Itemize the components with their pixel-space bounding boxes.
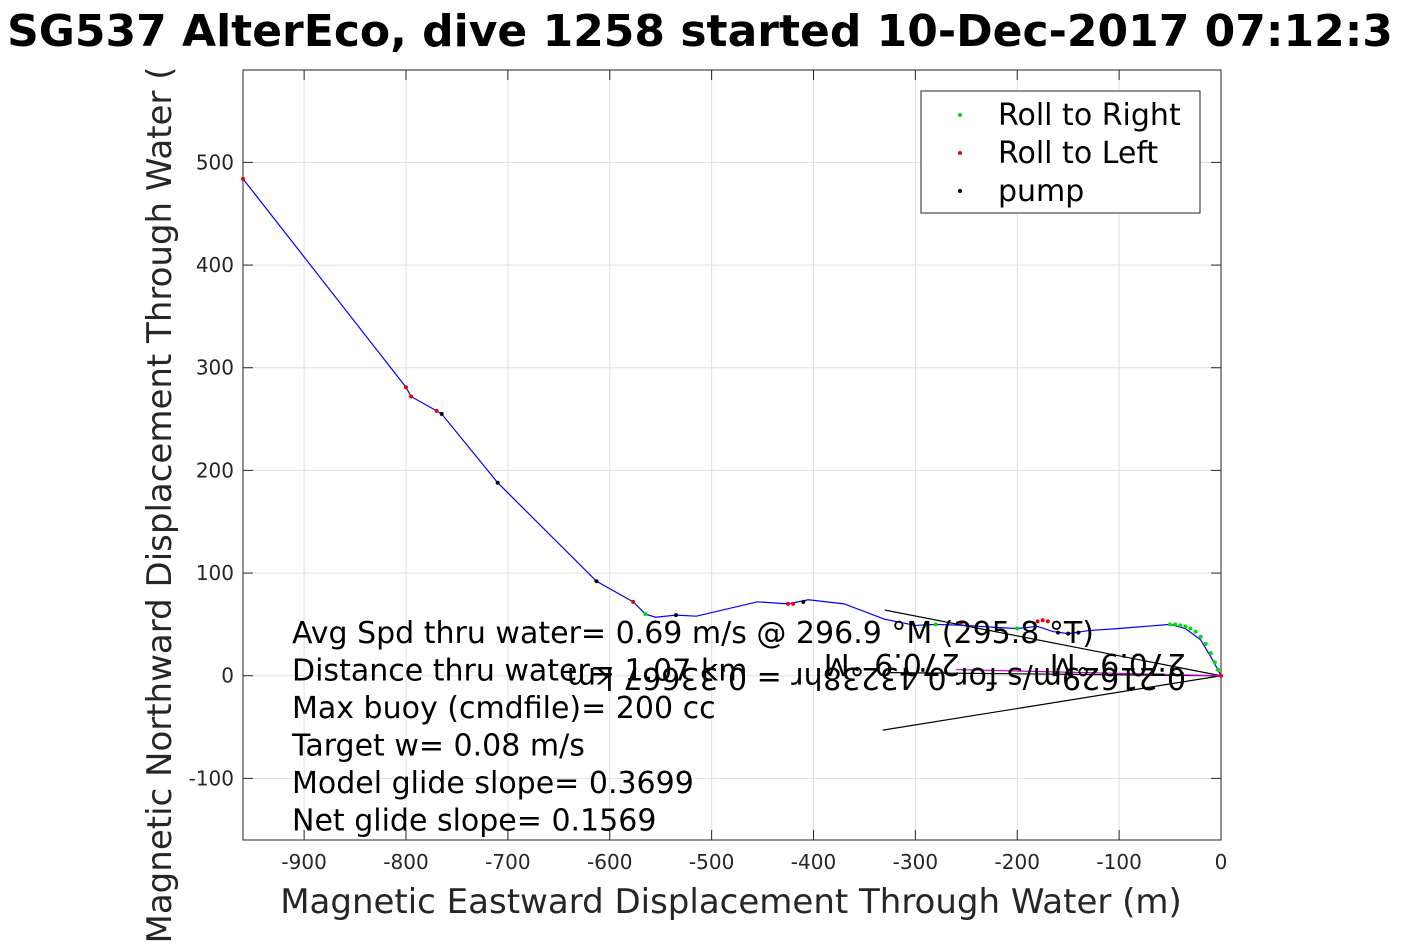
stat-annotation: Distance thru water= 1.07 km	[292, 654, 747, 689]
roll-right-point	[923, 623, 928, 628]
y-tick-label: 0	[221, 664, 234, 688]
mirrored-annotation: 0.21629m/s for 0.43238hr = 0.33667 km	[567, 660, 1186, 695]
pump-point	[439, 411, 444, 416]
roll-right-point	[1183, 624, 1188, 629]
y-tick-label: 300	[196, 356, 234, 380]
roll-left-point	[631, 599, 636, 604]
current-vector-line	[884, 609, 1222, 677]
pump-point	[1056, 630, 1060, 635]
y-tick-label: 500	[196, 150, 234, 174]
roll-left-point	[791, 601, 796, 606]
x-axis-label: Magnetic Eastward Displacement Through W…	[280, 882, 1182, 922]
x-tick-label: -300	[893, 850, 938, 874]
legend-box	[920, 90, 1201, 214]
roll-right-point	[643, 612, 648, 617]
x-tick-label: -200	[995, 850, 1040, 874]
pump-point	[1066, 631, 1071, 636]
legend-label: Roll to Left	[998, 136, 1158, 171]
y-tick-label: 100	[196, 561, 234, 585]
track-line	[242, 178, 1222, 677]
legend-marker	[958, 113, 962, 117]
roll-left-point	[1045, 619, 1050, 624]
legend-marker	[958, 189, 962, 193]
roll-left-point	[1035, 619, 1040, 624]
mirrored-annotation: 270.9 °M	[824, 646, 960, 681]
current-vector-line-magenta	[956, 668, 1222, 677]
x-tick-label: -500	[689, 850, 734, 874]
x-tick-label: -900	[281, 850, 326, 874]
mirrored-annotation: 270.9 °M	[1050, 646, 1186, 681]
pump-point	[594, 579, 599, 584]
roll-right-point	[1212, 660, 1217, 665]
y-tick-label: 200	[196, 458, 234, 482]
plot-area	[242, 69, 1222, 841]
chart-title: SG537 AlterEco, dive 1258 started 10-Dec…	[7, 6, 1393, 57]
stat-annotation: Avg Spd thru water= 0.69 m/s @ 296.9 °M …	[292, 616, 1094, 651]
roll-left-point	[1040, 618, 1045, 623]
pump-point	[801, 599, 806, 604]
roll-right-point	[1178, 623, 1183, 628]
x-tick-label: -700	[485, 850, 530, 874]
stat-annotation: Model glide slope= 0.3699	[292, 766, 694, 801]
roll-right-point	[1193, 629, 1198, 634]
roll-right-point	[1015, 626, 1020, 631]
series-layer	[241, 176, 1223, 678]
x-tick-label: -100	[1096, 850, 1141, 874]
current-vector-line	[882, 675, 1222, 731]
roll-right-point	[1188, 626, 1193, 631]
annotations: Avg Spd thru water= 0.69 m/s @ 296.9 °M …	[291, 616, 1094, 839]
x-tick-label: 0	[1215, 850, 1228, 874]
roll-left-point	[786, 601, 791, 606]
roll-right-point	[1173, 622, 1178, 627]
legend-marker	[958, 151, 962, 155]
roll-left-point	[1219, 673, 1223, 678]
current-vector-line	[889, 672, 1222, 677]
roll-right-point	[1215, 667, 1220, 672]
legend-label: Roll to Right	[998, 98, 1181, 133]
y-tick-label: 400	[196, 253, 234, 277]
pump-point	[1076, 630, 1081, 635]
roll-right-point	[1168, 622, 1173, 627]
stat-annotation: Target w= 0.08 m/s	[291, 729, 585, 764]
stat-annotation: Net glide slope= 0.1569	[292, 804, 656, 839]
stat-annotation: Max buoy (cmdfile)= 200 cc	[292, 691, 716, 726]
mirrored-annotations: 0.21629m/s for 0.43238hr = 0.33667 km270…	[567, 646, 1186, 695]
x-tick-label: -400	[791, 850, 836, 874]
pump-point	[495, 480, 500, 485]
roll-right-point	[1198, 634, 1203, 639]
roll-right-point	[1208, 651, 1213, 656]
roll-left-point	[404, 385, 408, 390]
pump-point	[673, 613, 678, 618]
y-axis-label: Magnetic Northward Displacement Through …	[140, 67, 180, 944]
roll-right-point	[1203, 641, 1208, 646]
roll-left-point	[409, 394, 414, 399]
legend-label: pump	[998, 174, 1084, 209]
roll-right-point	[933, 622, 938, 627]
current-lines	[882, 609, 1222, 731]
x-tick-label: -800	[383, 850, 428, 874]
roll-left-point	[959, 620, 964, 625]
x-tick-label: -600	[587, 850, 632, 874]
axis-ticks: -900 -800 -700 -600 -500 -400 -300 -200 -100 0 -10…	[189, 70, 1228, 874]
roll-left-point	[434, 408, 439, 413]
y-tick-label: -100	[189, 766, 234, 790]
roll-left-point	[241, 176, 245, 181]
